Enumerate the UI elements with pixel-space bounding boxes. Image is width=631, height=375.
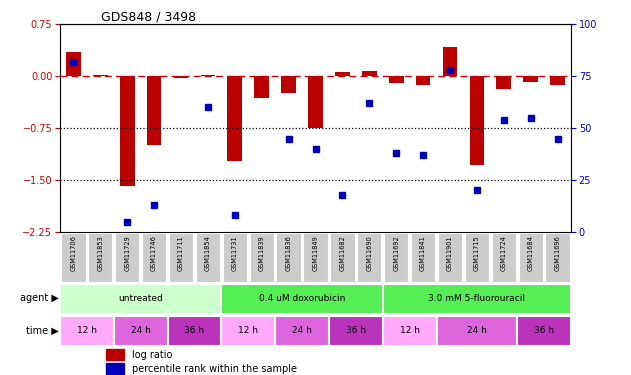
Text: GSM11853: GSM11853 <box>97 235 103 271</box>
FancyBboxPatch shape <box>250 233 274 282</box>
Bar <box>550 76 565 85</box>
Text: GSM11696: GSM11696 <box>555 235 560 271</box>
FancyBboxPatch shape <box>383 316 437 346</box>
FancyBboxPatch shape <box>142 233 166 282</box>
Text: 36 h: 36 h <box>534 326 554 335</box>
Bar <box>469 76 485 165</box>
Text: GSM11854: GSM11854 <box>205 235 211 271</box>
Bar <box>416 76 430 85</box>
Bar <box>120 76 134 186</box>
Bar <box>106 349 124 360</box>
FancyBboxPatch shape <box>169 233 193 282</box>
Text: 36 h: 36 h <box>346 326 366 335</box>
Bar <box>362 71 377 76</box>
Text: GSM11682: GSM11682 <box>339 235 345 271</box>
FancyBboxPatch shape <box>196 233 220 282</box>
Bar <box>66 52 81 76</box>
Bar <box>389 76 404 83</box>
Text: GSM11849: GSM11849 <box>312 235 319 271</box>
Bar <box>335 72 350 76</box>
FancyBboxPatch shape <box>61 233 86 282</box>
Bar <box>442 47 457 76</box>
FancyBboxPatch shape <box>275 316 329 346</box>
Bar <box>106 363 124 374</box>
FancyBboxPatch shape <box>357 233 381 282</box>
Text: GSM11706: GSM11706 <box>71 235 76 271</box>
Bar <box>93 75 108 76</box>
Text: GDS848 / 3498: GDS848 / 3498 <box>101 10 196 23</box>
Text: GSM11731: GSM11731 <box>232 235 238 271</box>
FancyBboxPatch shape <box>223 233 247 282</box>
FancyBboxPatch shape <box>517 316 571 346</box>
FancyBboxPatch shape <box>60 284 221 314</box>
Text: 24 h: 24 h <box>131 326 151 335</box>
FancyBboxPatch shape <box>383 284 571 314</box>
Text: untreated: untreated <box>118 294 163 303</box>
Text: GSM11836: GSM11836 <box>286 235 292 271</box>
FancyBboxPatch shape <box>114 316 168 346</box>
Text: 12 h: 12 h <box>77 326 97 335</box>
Bar <box>523 76 538 82</box>
Bar <box>308 76 323 128</box>
FancyBboxPatch shape <box>438 233 462 282</box>
Bar <box>281 76 296 93</box>
Text: 3.0 mM 5-fluorouracil: 3.0 mM 5-fluorouracil <box>428 294 526 303</box>
Text: GSM11692: GSM11692 <box>393 235 399 271</box>
FancyBboxPatch shape <box>221 284 383 314</box>
Text: GSM11839: GSM11839 <box>259 235 264 271</box>
FancyBboxPatch shape <box>329 316 383 346</box>
FancyBboxPatch shape <box>221 316 275 346</box>
Bar <box>174 76 189 78</box>
FancyBboxPatch shape <box>60 316 114 346</box>
Text: 12 h: 12 h <box>239 326 258 335</box>
Text: agent ▶: agent ▶ <box>20 293 59 303</box>
Text: 0.4 uM doxorubicin: 0.4 uM doxorubicin <box>259 294 345 303</box>
Bar <box>497 76 511 89</box>
FancyBboxPatch shape <box>519 233 543 282</box>
Text: GSM11684: GSM11684 <box>528 235 534 271</box>
Text: GSM11690: GSM11690 <box>367 235 372 271</box>
Text: GSM11901: GSM11901 <box>447 235 453 271</box>
FancyBboxPatch shape <box>546 233 570 282</box>
Text: GSM11715: GSM11715 <box>474 235 480 271</box>
FancyBboxPatch shape <box>411 233 435 282</box>
Text: 12 h: 12 h <box>399 326 420 335</box>
FancyBboxPatch shape <box>304 233 327 282</box>
FancyBboxPatch shape <box>384 233 408 282</box>
Bar <box>146 76 162 146</box>
Text: log ratio: log ratio <box>131 350 172 360</box>
Bar <box>227 76 242 161</box>
Text: 24 h: 24 h <box>292 326 312 335</box>
Text: 36 h: 36 h <box>184 326 204 335</box>
Text: GSM11729: GSM11729 <box>124 235 130 271</box>
FancyBboxPatch shape <box>465 233 489 282</box>
FancyBboxPatch shape <box>437 316 517 346</box>
FancyBboxPatch shape <box>115 233 139 282</box>
Bar <box>254 76 269 98</box>
Bar <box>201 75 215 76</box>
Text: GSM11841: GSM11841 <box>420 235 426 271</box>
FancyBboxPatch shape <box>168 316 221 346</box>
Text: time ▶: time ▶ <box>26 326 59 336</box>
FancyBboxPatch shape <box>492 233 516 282</box>
FancyBboxPatch shape <box>88 233 112 282</box>
Text: percentile rank within the sample: percentile rank within the sample <box>131 364 297 374</box>
FancyBboxPatch shape <box>330 233 355 282</box>
Text: GSM11711: GSM11711 <box>178 235 184 271</box>
Text: GSM11724: GSM11724 <box>501 235 507 271</box>
FancyBboxPatch shape <box>276 233 301 282</box>
Text: 24 h: 24 h <box>467 326 487 335</box>
Text: GSM11746: GSM11746 <box>151 235 157 271</box>
